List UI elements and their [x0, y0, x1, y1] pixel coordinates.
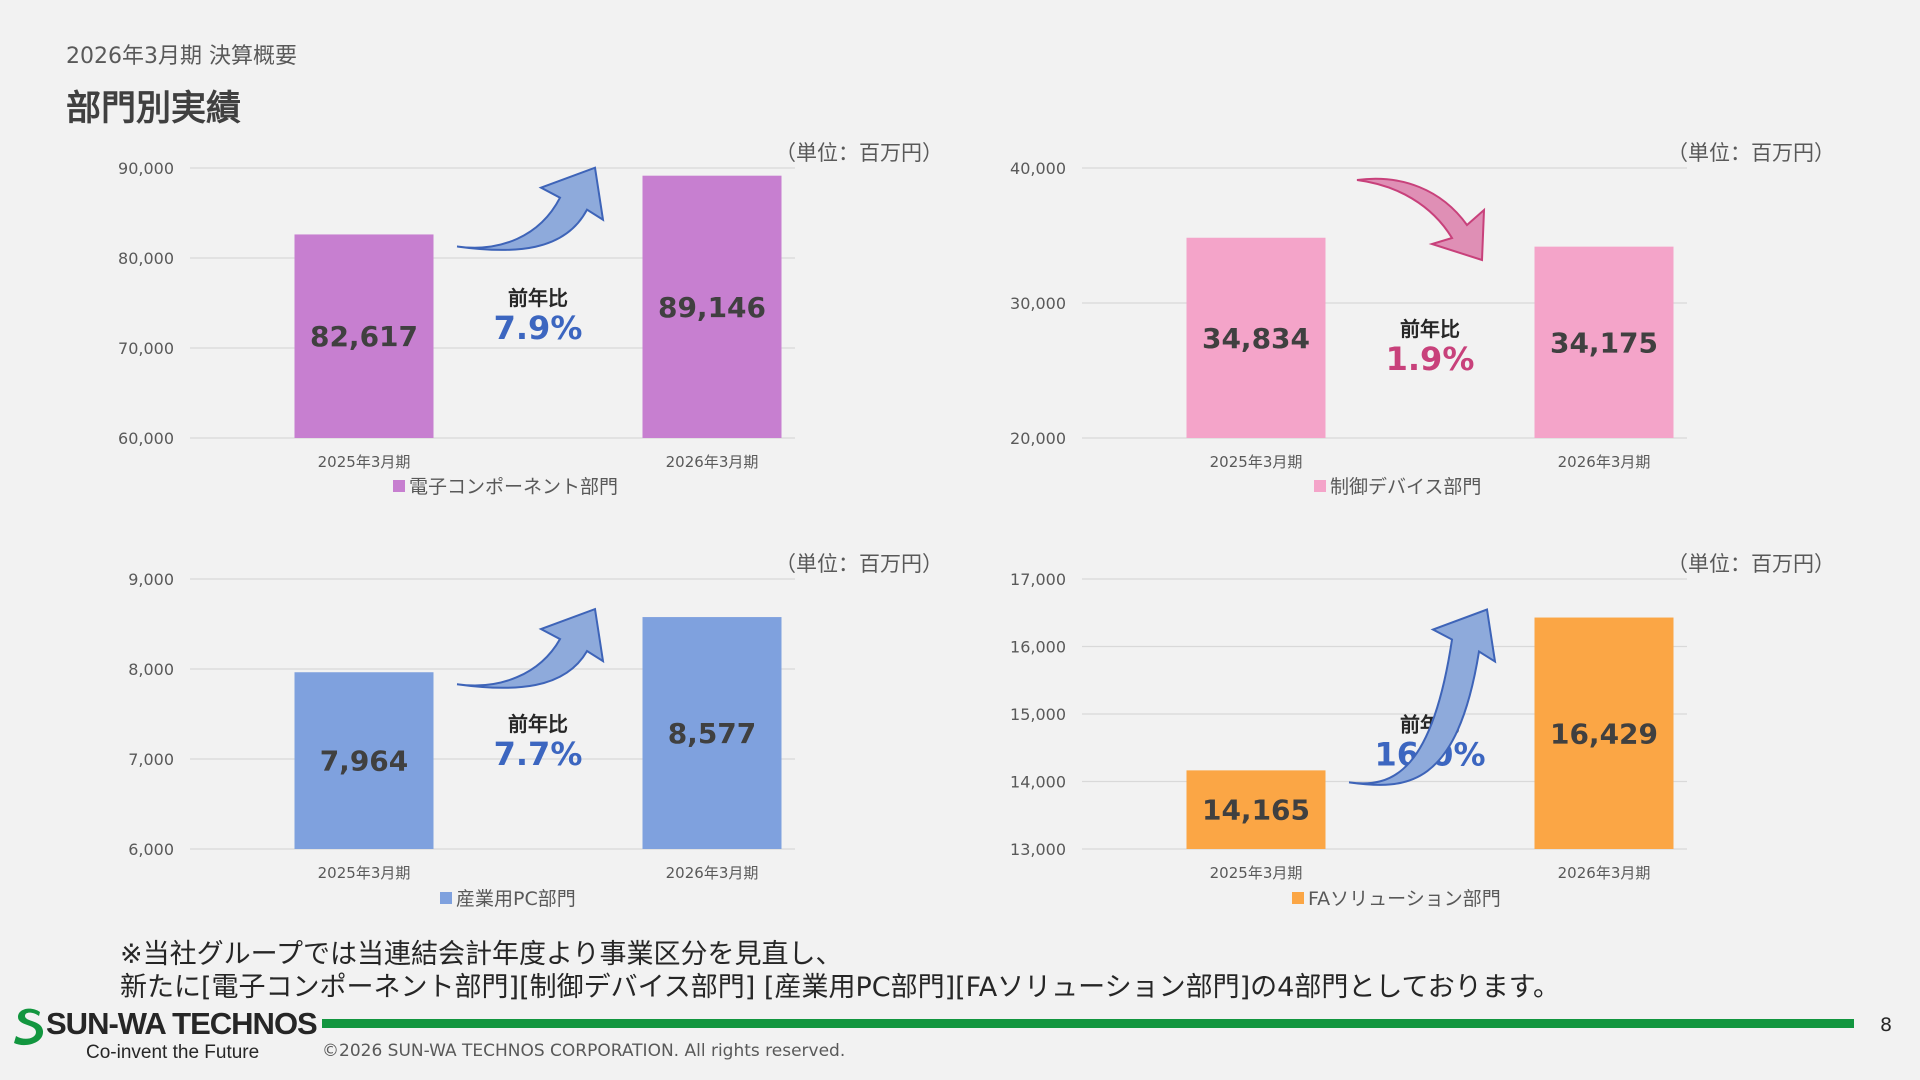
legend-swatch	[1292, 892, 1304, 904]
legend-industrial-pc: 産業用PC部門	[440, 884, 576, 911]
unit-label-2: （単位：百万円）	[1667, 141, 1835, 165]
legend-fa-solutions: FAソリューション部門	[1292, 884, 1501, 911]
logo-tagline: Co-invent the Future	[86, 1042, 260, 1063]
x-tick-label: 2025年3月期	[1210, 864, 1303, 881]
y-tick-label: 60,000	[118, 429, 174, 448]
y-tick-label: 40,000	[1010, 159, 1066, 178]
bar-value-label: 7,964	[320, 745, 409, 778]
bar-value-label: 89,146	[658, 291, 766, 324]
x-tick-label: 2026年3月期	[666, 864, 759, 881]
trend-arrow-up-icon	[456, 166, 605, 251]
footer-divider	[322, 1019, 1854, 1028]
page-title: 部門別実績	[66, 89, 242, 129]
y-tick-label: 9,000	[128, 570, 174, 589]
yoy-label: 前年比	[1400, 317, 1460, 341]
y-tick-label: 6,000	[128, 840, 174, 859]
chart-svg: 13,000 14,000 15,000 16,000 17,000 14,165 2025…	[1010, 570, 1687, 881]
yoy-percent: 1.9%	[1386, 340, 1475, 378]
bar	[1186, 770, 1326, 849]
bar-value-label: 82,617	[310, 320, 418, 353]
y-tick-label: 70,000	[118, 339, 174, 358]
yoy-label: 前年比	[508, 712, 568, 736]
unit-label-3: （単位：百万円）	[775, 552, 943, 576]
logo-wordmark: SUN-WA TECHNOS	[46, 1006, 318, 1041]
x-tick-label: 2025年3月期	[318, 453, 411, 470]
legend-label: 産業用PC部門	[456, 888, 576, 910]
trend-arrow-up-icon	[1348, 608, 1497, 786]
chart-fa-solutions: 13,000 14,000 15,000 16,000 17,000 14,165 2025…	[982, 561, 1702, 881]
chart-electronic-components: 60,000 70,000 80,000 90,000 82,617 2025年3月期 89…	[90, 150, 810, 470]
bar	[1534, 617, 1674, 849]
y-tick-label: 17,000	[1010, 570, 1066, 589]
legend-swatch	[440, 892, 452, 904]
bar-value-label: 34,175	[1550, 326, 1658, 359]
chart-control-devices: 20,000 30,000 40,000 34,834 2025年3月期 34,175 20…	[982, 150, 1702, 470]
y-tick-label: 15,000	[1010, 705, 1066, 724]
chart-svg: 20,000 30,000 40,000 34,834 2025年3月期 34,175 20…	[1010, 159, 1687, 470]
chart-svg: 6,000 7,000 8,000 9,000 7,964 2025年3月期 8,577 20…	[128, 570, 795, 881]
unit-label-1: （単位：百万円）	[775, 141, 943, 165]
y-tick-label: 80,000	[118, 249, 174, 268]
yoy-label: 前年比	[508, 286, 568, 310]
report-subtitle: 2026年3月期 決算概要	[66, 44, 297, 69]
bar	[294, 234, 434, 438]
bar	[642, 617, 782, 849]
x-tick-label: 2025年3月期	[318, 864, 411, 881]
legend-electronic-components: 電子コンポーネント部門	[393, 472, 618, 499]
bar	[1186, 237, 1326, 438]
legend-swatch	[393, 480, 405, 492]
logo-mark-icon	[14, 1008, 44, 1046]
y-tick-label: 7,000	[128, 750, 174, 769]
bar	[294, 672, 434, 849]
y-tick-label: 8,000	[128, 660, 174, 679]
y-tick-label: 16,000	[1010, 638, 1066, 657]
yoy-percent: 7.7%	[494, 735, 583, 773]
bar	[642, 175, 782, 438]
page-number: 8	[1880, 1014, 1893, 1036]
y-tick-label: 13,000	[1010, 840, 1066, 859]
x-tick-label: 2026年3月期	[1558, 864, 1651, 881]
y-tick-label: 14,000	[1010, 773, 1066, 792]
segment-note: ※当社グループでは当連結会計年度より事業区分を見直し、 新たに[電子コンポーネン…	[120, 938, 1560, 1004]
x-tick-label: 2026年3月期	[1558, 453, 1651, 470]
yoy-percent: 7.9%	[494, 309, 583, 347]
x-tick-label: 2026年3月期	[666, 453, 759, 470]
note-line-2: 新たに[電子コンポーネント部門][制御デバイス部門] [産業用PC部門][FAソ…	[120, 972, 1561, 1003]
y-tick-label: 20,000	[1010, 429, 1066, 448]
legend-label: 制御デバイス部門	[1330, 476, 1482, 498]
legend-swatch	[1314, 480, 1326, 492]
y-tick-label: 90,000	[118, 159, 174, 178]
y-tick-label: 30,000	[1010, 294, 1066, 313]
trend-arrow-up-icon	[456, 607, 605, 689]
bar-value-label: 14,165	[1202, 794, 1310, 827]
legend-control-devices: 制御デバイス部門	[1314, 472, 1481, 499]
bar	[1534, 246, 1674, 438]
legend-label: FAソリューション部門	[1308, 888, 1501, 910]
bar-value-label: 8,577	[668, 717, 757, 750]
company-logo: SUN-WA TECHNOS Co-invent the Future	[12, 1004, 318, 1074]
x-tick-label: 2025年3月期	[1210, 453, 1303, 470]
note-line-1: ※当社グループでは当連結会計年度より事業区分を見直し、	[120, 939, 843, 970]
bar-value-label: 16,429	[1550, 717, 1658, 750]
chart-svg: 60,000 70,000 80,000 90,000 82,617 2025年3月期 89…	[118, 159, 795, 470]
chart-industrial-pc: 6,000 7,000 8,000 9,000 7,964 2025年3月期 8,577 20…	[90, 561, 810, 881]
legend-label: 電子コンポーネント部門	[409, 476, 619, 498]
unit-label-4: （単位：百万円）	[1667, 552, 1835, 576]
trend-arrow-down-icon	[1356, 177, 1486, 262]
bar-value-label: 34,834	[1202, 322, 1310, 355]
copyright: ©2026 SUN-WA TECHNOS CORPORATION. All ri…	[322, 1041, 846, 1061]
